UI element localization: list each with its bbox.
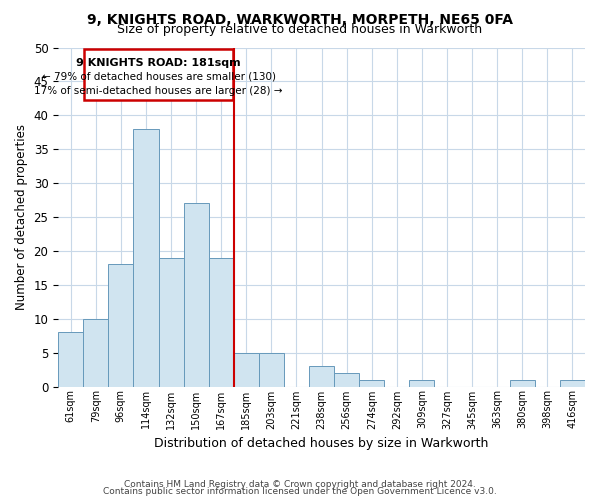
Y-axis label: Number of detached properties: Number of detached properties xyxy=(15,124,28,310)
Bar xyxy=(334,373,359,386)
Bar xyxy=(83,318,109,386)
Text: 9, KNIGHTS ROAD, WARKWORTH, MORPETH, NE65 0FA: 9, KNIGHTS ROAD, WARKWORTH, MORPETH, NE6… xyxy=(87,12,513,26)
Bar xyxy=(309,366,334,386)
Bar xyxy=(109,264,133,386)
X-axis label: Distribution of detached houses by size in Warkworth: Distribution of detached houses by size … xyxy=(154,437,489,450)
Bar xyxy=(259,352,284,386)
Text: Contains HM Land Registry data © Crown copyright and database right 2024.: Contains HM Land Registry data © Crown c… xyxy=(124,480,476,489)
Bar xyxy=(409,380,434,386)
Bar xyxy=(158,258,184,386)
Bar xyxy=(58,332,83,386)
FancyBboxPatch shape xyxy=(84,49,233,100)
Text: 9 KNIGHTS ROAD: 181sqm: 9 KNIGHTS ROAD: 181sqm xyxy=(76,58,241,68)
Bar xyxy=(234,352,259,386)
Bar xyxy=(184,204,209,386)
Bar xyxy=(209,258,234,386)
Bar xyxy=(510,380,535,386)
Text: Contains public sector information licensed under the Open Government Licence v3: Contains public sector information licen… xyxy=(103,487,497,496)
Bar xyxy=(560,380,585,386)
Text: 17% of semi-detached houses are larger (28) →: 17% of semi-detached houses are larger (… xyxy=(34,86,283,96)
Bar xyxy=(359,380,384,386)
Bar xyxy=(133,129,158,386)
Text: Size of property relative to detached houses in Warkworth: Size of property relative to detached ho… xyxy=(118,22,482,36)
Text: ← 79% of detached houses are smaller (130): ← 79% of detached houses are smaller (13… xyxy=(41,71,275,81)
